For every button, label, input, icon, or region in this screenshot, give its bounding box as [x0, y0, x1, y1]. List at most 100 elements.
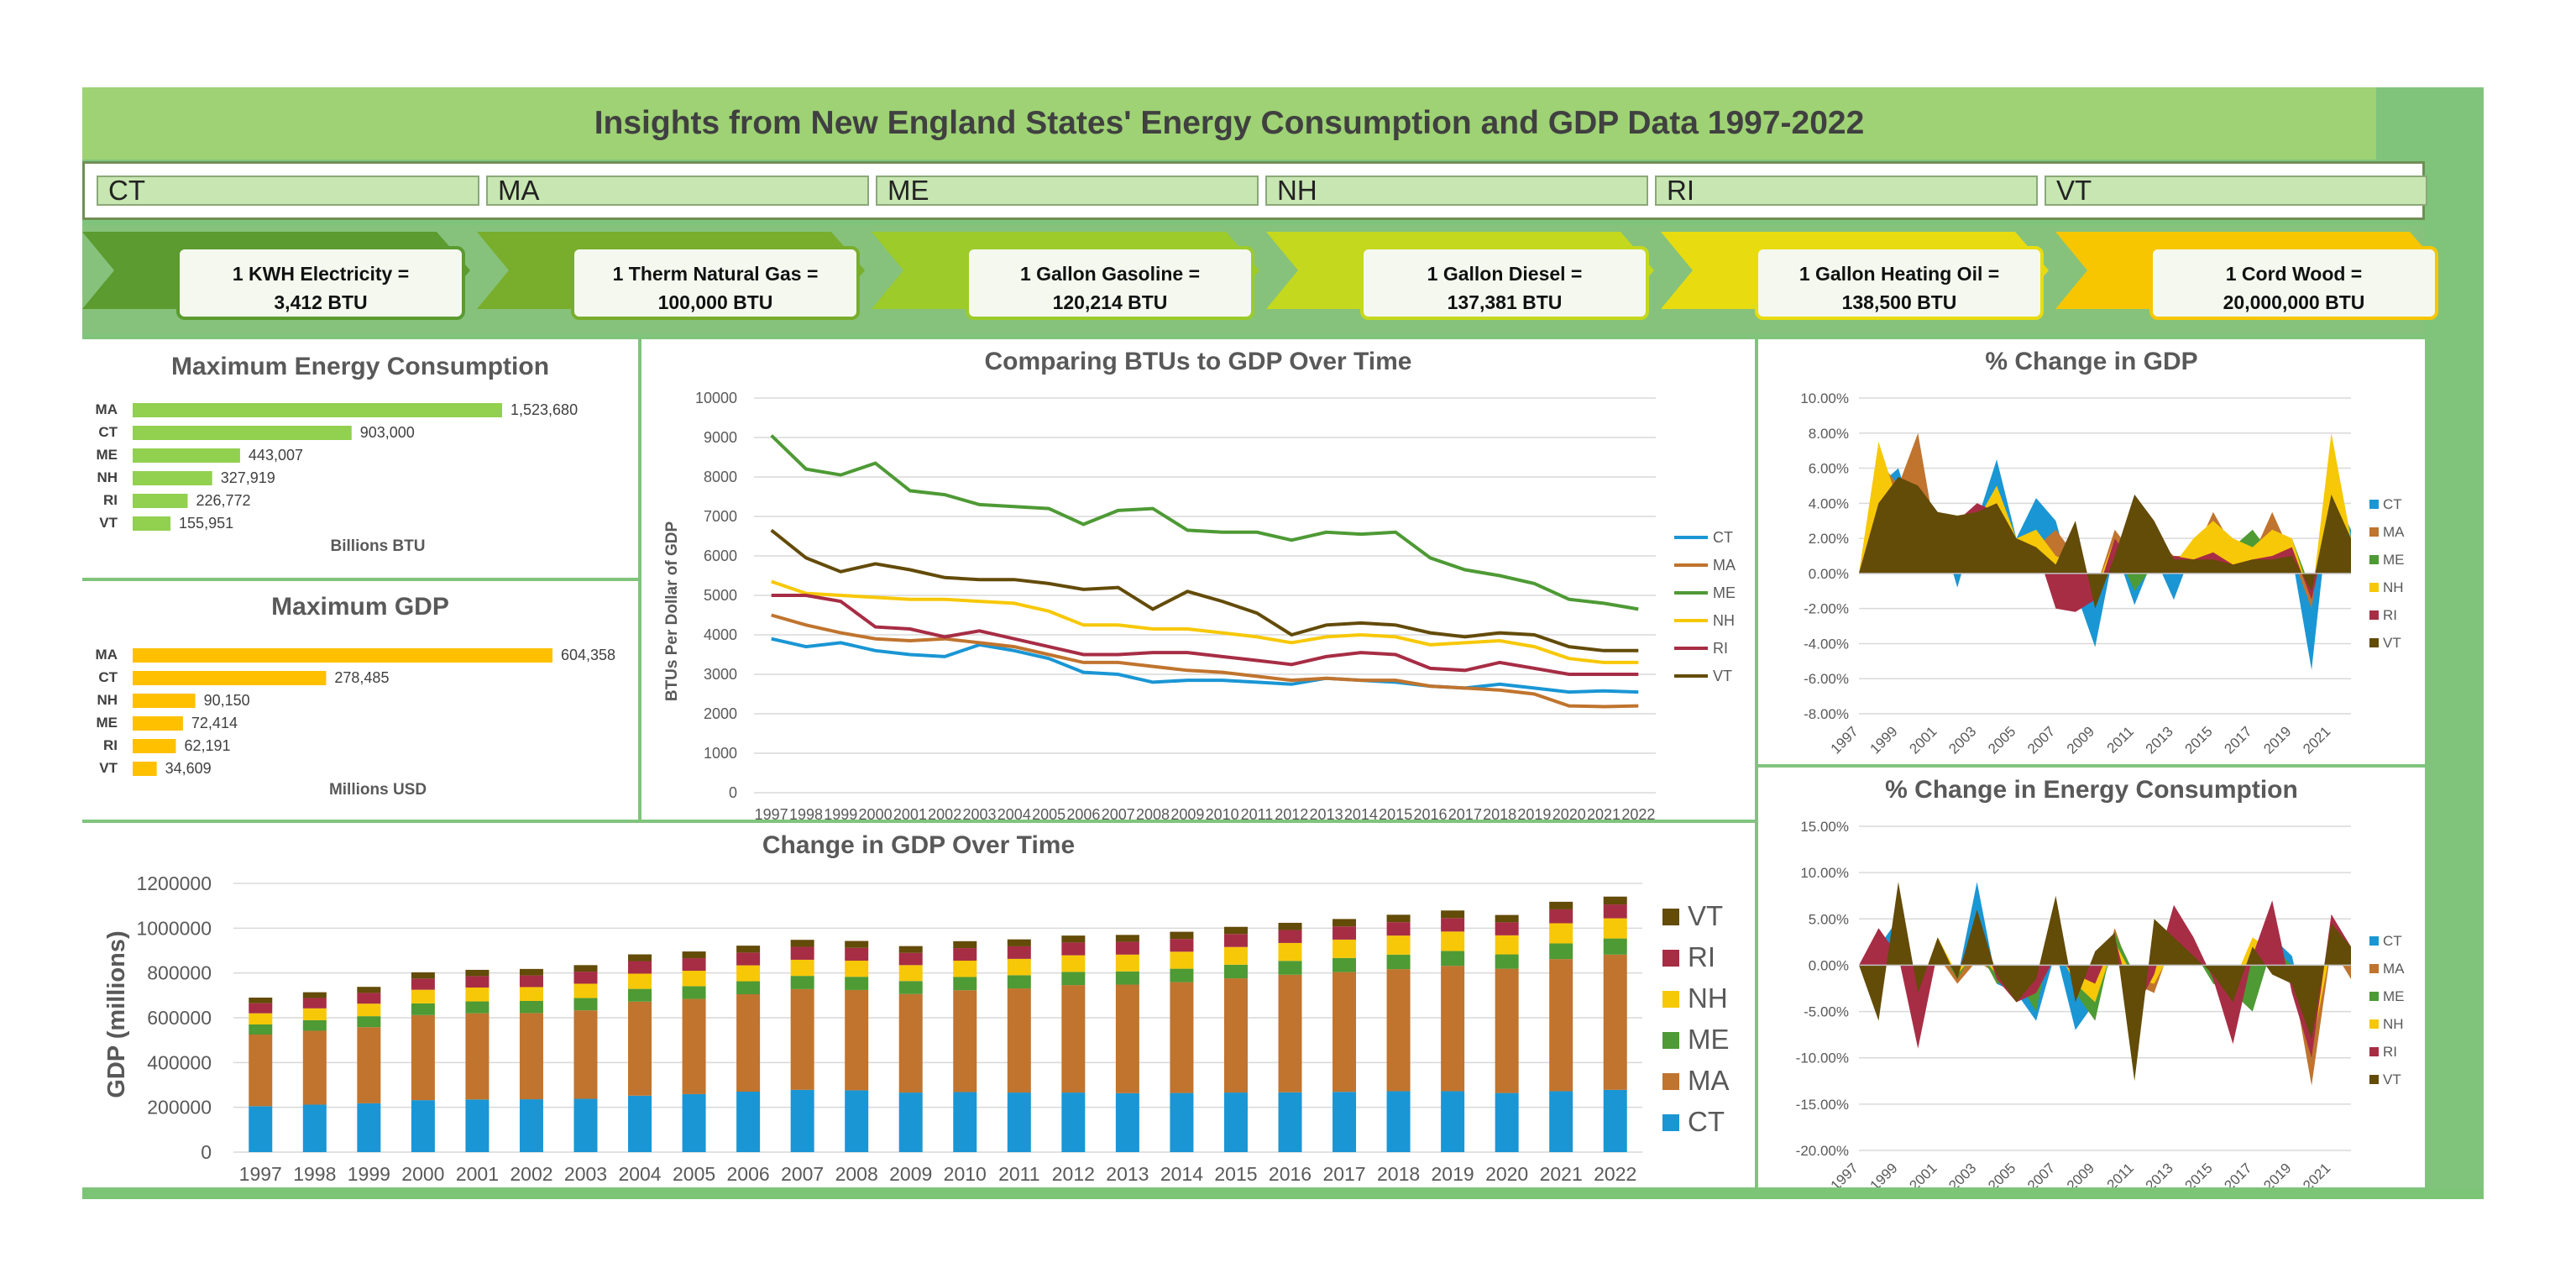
legend-label: NH	[1688, 982, 1728, 1014]
bar-segment-ri	[628, 961, 652, 974]
bar-segment-vt	[302, 992, 327, 998]
slicer-button-nh[interactable]: NH	[1265, 176, 1648, 206]
y-tick-label: -5.00%	[1804, 1004, 1849, 1020]
legend-label: NH	[1713, 612, 1735, 629]
y-tick-label: 5.00%	[1809, 911, 1849, 927]
bar-segment-ma	[1386, 969, 1411, 1092]
x-tick-label: 2009	[1170, 806, 1204, 820]
bar-segment-ma	[411, 1014, 435, 1101]
x-tick-label: 2003	[1945, 1160, 1979, 1187]
x-tick-label: 1997	[1828, 1160, 1861, 1187]
bar	[133, 494, 188, 508]
bar-segment-ri	[1278, 930, 1302, 943]
y-tick-label: 3000	[704, 666, 737, 683]
max-gdp-xlabel: Millions USD	[328, 781, 427, 799]
bar-segment-ma	[736, 994, 761, 1092]
legend-swatch	[2369, 1047, 2379, 1056]
bar-segment-nh	[1549, 923, 1573, 944]
bar-segment-ct	[953, 1092, 977, 1152]
bar-segment-vt	[1495, 914, 1519, 923]
bar-segment-ma	[1007, 988, 1031, 1093]
bar-segment-ri	[465, 976, 490, 988]
x-tick-label: 2020	[1485, 1163, 1528, 1185]
x-tick-label: 2010	[944, 1163, 987, 1185]
bar-segment-nh	[357, 1003, 381, 1017]
bar-segment-ma	[357, 1027, 381, 1103]
bar-segment-nh	[628, 973, 652, 989]
legend-label: CT	[1688, 1106, 1725, 1137]
bar-segment-vt	[1115, 935, 1139, 942]
bar-segment-ct	[682, 1093, 706, 1152]
bar-segment-nh	[1115, 954, 1139, 972]
x-tick-label: 2017	[2221, 723, 2254, 757]
bar-segment-ct	[790, 1089, 814, 1152]
y-tick-label: 800000	[147, 962, 212, 984]
bar-category-label: RI	[103, 492, 118, 508]
x-tick-label: 2013	[2143, 723, 2176, 757]
x-tick-label: 2007	[2024, 723, 2058, 757]
x-tick-label: 2019	[2260, 723, 2294, 757]
legend-label: RI	[1713, 640, 1728, 657]
legend-swatch	[2369, 500, 2379, 509]
bar-segment-me	[736, 981, 761, 994]
series-line-ct	[771, 637, 1639, 694]
bar	[133, 426, 352, 440]
x-tick-label: 2022	[1621, 806, 1655, 820]
bar-category-label: VT	[99, 760, 118, 776]
bar-segment-nh	[1007, 958, 1031, 976]
slicer-button-ri[interactable]: RI	[1655, 176, 2038, 206]
bar-segment-vt	[1278, 922, 1302, 930]
conversion-line2: 137,381 BTU	[1447, 291, 1563, 313]
page-title: Insights from New England States' Energy…	[594, 105, 1865, 141]
bar-segment-vt	[1061, 935, 1086, 943]
x-tick-label: 2013	[2143, 1160, 2176, 1187]
bar-segment-ma	[1549, 959, 1573, 1092]
series-area-vt	[1859, 882, 2351, 1082]
legend-label: RI	[1688, 941, 1715, 972]
series-line-ri	[771, 594, 1639, 676]
bar-segment-ct	[628, 1095, 652, 1152]
x-tick-label: 2003	[962, 806, 996, 820]
conversion-card: 1 Gallon Diesel = 137,381 BTU	[1360, 246, 1649, 320]
bar-value-label: 226,772	[196, 492, 250, 509]
slicer-button-vt[interactable]: VT	[2045, 176, 2427, 206]
x-tick-label: 2015	[2182, 1160, 2216, 1187]
bar-segment-ri	[682, 958, 706, 971]
legend-label: ME	[2383, 552, 2405, 568]
x-tick-label: 2014	[1344, 806, 1378, 820]
conversion-line1: 1 Gallon Diesel =	[1427, 263, 1583, 285]
state-slicer: CT MA ME NH RI VT	[82, 161, 2427, 220]
bar-segment-ma	[790, 988, 814, 1090]
conversion-card: 1 Gallon Gasoline = 120,214 BTU	[966, 246, 1254, 320]
bar-segment-me	[1115, 971, 1139, 985]
y-tick-label: 10.00%	[1800, 390, 1849, 406]
bar-category-label: CT	[98, 669, 118, 685]
x-tick-label: 2021	[1587, 806, 1620, 820]
conversion-line1: 1 Therm Natural Gas =	[612, 263, 819, 285]
max-energy-title: Maximum Energy Consumption	[170, 353, 550, 380]
legend-label: VT	[2383, 635, 2401, 651]
slicer-button-ma[interactable]: MA	[486, 176, 869, 206]
bar-segment-ri	[1170, 939, 1194, 952]
x-tick-label: 2015	[1214, 1163, 1257, 1185]
series-line-vt	[770, 528, 1639, 652]
legend-swatch	[2369, 1019, 2379, 1029]
bar-category-label: RI	[103, 737, 118, 753]
x-tick-label: 2019	[1432, 1163, 1474, 1185]
bar-segment-ma	[1441, 966, 1465, 1092]
legend-swatch	[2369, 610, 2379, 620]
legend-label: ME	[1713, 584, 1736, 601]
slicer-button-ct[interactable]: CT	[97, 176, 479, 206]
bar-segment-ma	[1061, 985, 1086, 1093]
legend-label: RI	[2383, 607, 2397, 623]
x-tick-label: 2017	[1322, 1163, 1365, 1185]
bar-segment-me	[465, 1001, 490, 1014]
x-tick-label: 2013	[1106, 1163, 1149, 1185]
x-tick-label: 2003	[1945, 723, 1979, 757]
x-tick-label: 1999	[348, 1163, 390, 1185]
x-tick-label: 2011	[998, 1163, 1039, 1185]
slicer-button-me[interactable]: ME	[876, 176, 1259, 206]
bar-segment-nh	[519, 987, 543, 1001]
bar-segment-vt	[1170, 931, 1194, 940]
bar-segment-me	[845, 977, 869, 990]
